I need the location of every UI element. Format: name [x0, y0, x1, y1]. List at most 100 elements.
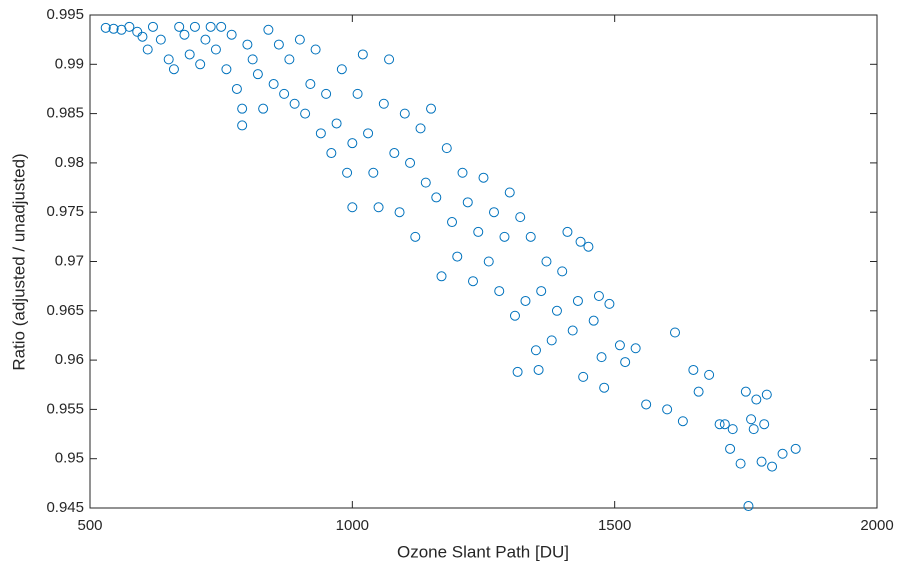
y-tick-label: 0.965 [46, 302, 84, 319]
data-point [714, 419, 725, 430]
data-point [321, 88, 332, 99]
data-point [520, 295, 531, 306]
x-tick-label: 2000 [860, 517, 893, 534]
data-point [504, 187, 515, 198]
data-point [499, 231, 510, 242]
data-point [567, 325, 578, 336]
data-point [142, 44, 153, 55]
y-tick-label: 0.97 [55, 252, 84, 269]
data-point [751, 394, 762, 405]
data-point [300, 108, 311, 119]
data-point [373, 202, 384, 213]
data-point [420, 177, 431, 188]
data-point [525, 231, 536, 242]
data-point [512, 366, 523, 377]
data-point [405, 157, 416, 168]
data-point [237, 120, 248, 131]
data-point [342, 167, 353, 178]
data-point [268, 79, 279, 90]
data-point [378, 98, 389, 109]
data-point [641, 399, 652, 410]
data-point [596, 352, 607, 363]
data-point [100, 22, 111, 33]
data-point [347, 202, 358, 213]
data-point [662, 404, 673, 415]
data-point [462, 197, 473, 208]
data-point [620, 357, 631, 368]
data-point [541, 256, 552, 267]
data-point [509, 310, 520, 321]
data-point [305, 79, 316, 90]
data-point [630, 343, 641, 354]
x-tick-label: 500 [77, 517, 102, 534]
data-point [704, 369, 715, 380]
data-point [258, 103, 269, 114]
data-point [727, 424, 738, 435]
y-tick-label: 0.985 [46, 105, 84, 122]
data-point [533, 364, 544, 375]
data-point [557, 266, 568, 277]
data-point [488, 207, 499, 218]
data-point [310, 44, 321, 55]
data-point [231, 83, 242, 94]
data-point [583, 241, 594, 252]
y-tick-label: 0.99 [55, 55, 84, 72]
data-point [389, 148, 400, 159]
y-tick-label: 0.96 [55, 351, 84, 368]
data-point [759, 419, 770, 430]
data-point [536, 286, 547, 297]
data-point [226, 29, 237, 40]
data-point [410, 231, 421, 242]
data-point [494, 286, 505, 297]
data-point [263, 24, 274, 35]
data-point [399, 108, 410, 119]
data-point [670, 327, 681, 338]
data-point [441, 143, 452, 154]
data-point [352, 88, 363, 99]
data-point [132, 26, 143, 37]
y-tick-label: 0.98 [55, 154, 84, 171]
data-point [468, 276, 479, 287]
data-point [431, 192, 442, 203]
data-point [294, 34, 305, 45]
y-axis-title: Ratio (adjusted / unadjusted) [9, 153, 28, 370]
data-point [242, 39, 253, 50]
data-point [756, 456, 767, 467]
y-tick-label: 0.945 [46, 499, 84, 516]
data-point [315, 128, 326, 139]
data-point [200, 34, 211, 45]
data-point [221, 64, 232, 75]
data-point [530, 345, 541, 356]
data-point [189, 21, 200, 32]
data-point [746, 414, 757, 425]
data-point [326, 148, 337, 159]
data-point [415, 123, 426, 134]
data-point [604, 298, 615, 309]
data-point [137, 31, 148, 42]
data-point [436, 271, 447, 282]
data-point [184, 49, 195, 60]
data-point [247, 54, 258, 65]
y-tick-label: 0.955 [46, 400, 84, 417]
data-point [562, 226, 573, 237]
data-point [588, 315, 599, 326]
data-point [252, 69, 263, 80]
x-tick-label: 1500 [598, 517, 631, 534]
data-point [384, 54, 395, 65]
data-point [546, 335, 557, 346]
x-tick-label: 1000 [336, 517, 369, 534]
plot-frame [89, 14, 878, 509]
data-point [447, 217, 458, 228]
data-point [363, 128, 374, 139]
data-point [614, 340, 625, 351]
data-point [677, 416, 688, 427]
data-point [572, 295, 583, 306]
data-point [693, 386, 704, 397]
data-point [289, 98, 300, 109]
data-point [174, 21, 185, 32]
data-point [394, 207, 405, 218]
y-tick-label: 0.995 [46, 6, 84, 23]
data-point [551, 305, 562, 316]
data-point [195, 59, 206, 70]
data-point [515, 212, 526, 223]
